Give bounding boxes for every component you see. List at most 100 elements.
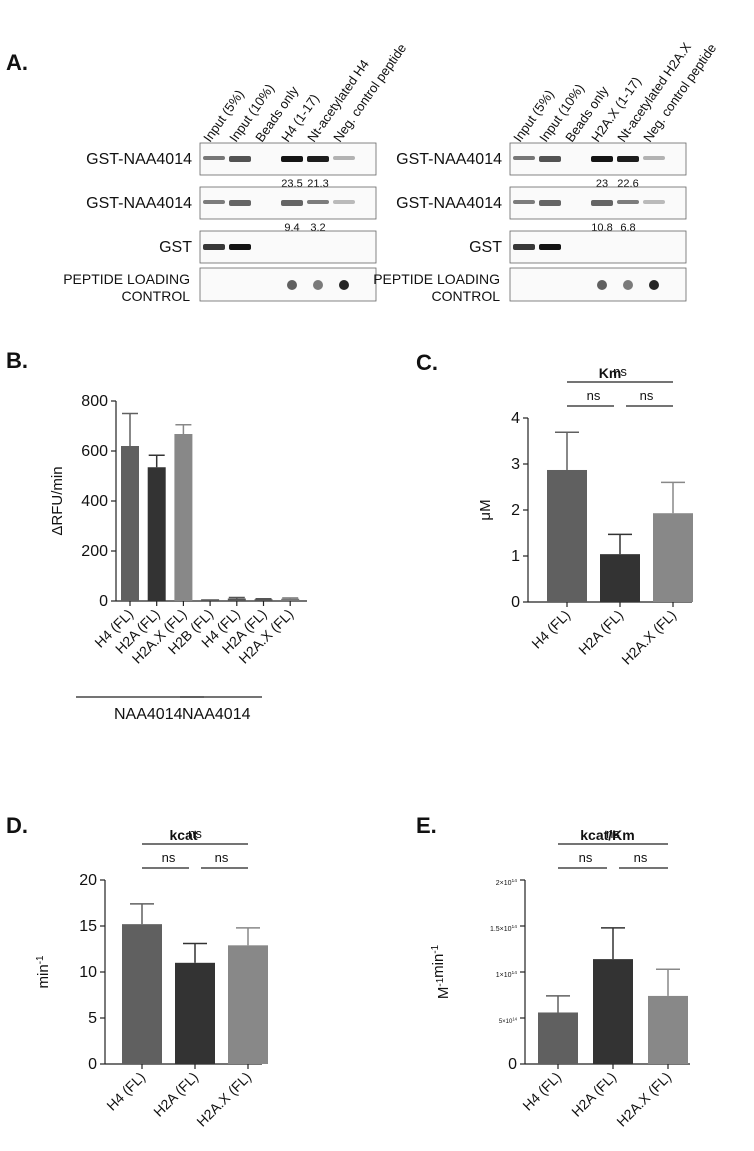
right-band — [591, 156, 613, 162]
panel-label-b: B. — [6, 348, 28, 373]
chart-E-y-tick-label: 014 — [508, 1056, 517, 1073]
left-band — [203, 156, 225, 160]
chart-C-y-tick-label: 114 — [511, 548, 520, 565]
right-band — [513, 200, 535, 204]
right-band — [539, 156, 561, 162]
chart-D-y-label: min-1 — [35, 956, 52, 989]
chart-E-x-tick-label: H4 (FL) — [519, 1069, 564, 1114]
chart-D-bar — [228, 945, 268, 1064]
chart-B-y-tick-label: 80014 — [81, 393, 108, 410]
left-row-label: GST14 — [159, 239, 192, 256]
chart-E-y-tick-label: 5×1014 — [499, 1017, 518, 1025]
chart-B-bar — [227, 598, 246, 601]
right-band — [539, 244, 561, 250]
chart-B-bar — [281, 598, 300, 601]
right-row-label: GST-NAA4014 — [396, 151, 502, 168]
chart-B-bar — [201, 599, 220, 601]
chart-C-bar — [600, 554, 640, 602]
chart-C-y-label: μM — [477, 499, 494, 520]
chart-D-bar — [175, 962, 215, 1064]
chart-C-x-tick-label: H4 (FL) — [528, 607, 573, 652]
chart-D-y-tick-label: 514 — [88, 1010, 97, 1027]
chart-D-sig-label: ns — [188, 826, 202, 841]
left-row-label: GST-NAA4014 — [86, 151, 192, 168]
chart-B-y-tick-label: 60014 — [81, 443, 108, 460]
chart-C-sig-label: ns — [613, 364, 627, 379]
left-row-label: GST-NAA4014 — [86, 195, 192, 212]
left-band — [281, 200, 303, 206]
left-band — [281, 156, 303, 162]
chart-B-bar — [174, 434, 193, 601]
right-band — [513, 156, 535, 160]
chart-E-y-tick-label: 1.5×1014 — [490, 924, 517, 933]
chart-D-bar — [122, 924, 162, 1064]
chart-E-y-label: M-1min-1 — [430, 945, 452, 999]
chart-C-sig-label: ns — [640, 388, 654, 403]
right-blot-box — [509, 230, 687, 264]
chart-B-y-tick-label: 014 — [99, 593, 108, 610]
right-peptide-dot — [623, 280, 633, 290]
panel-label-e: E. — [416, 813, 437, 838]
chart-E-x-tick-label: H2A.X (FL) — [613, 1069, 674, 1130]
chart-E-x-tick-label: H2A (FL) — [568, 1069, 619, 1120]
left-band — [333, 200, 355, 204]
panel-label-c: C. — [416, 350, 438, 375]
left-band — [229, 200, 251, 206]
chart-C-y-tick-label: 014 — [511, 594, 520, 611]
right-row-label: GST14 — [469, 239, 502, 256]
right-peptide-dot — [649, 280, 659, 290]
chart-D-y-tick-label: 1014 — [79, 964, 97, 981]
chart-C-x-tick-label: H2A (FL) — [575, 607, 626, 658]
chart-C-bar — [653, 513, 693, 602]
left-peptide-dot — [313, 280, 323, 290]
chart-D-x-tick-label: H4 (FL) — [103, 1069, 148, 1114]
chart-C-y-tick-label: 214 — [511, 502, 520, 519]
right-peptide-dot — [597, 280, 607, 290]
chart-D-x-tick-label: H2A.X (FL) — [193, 1069, 254, 1130]
chart-D-sig-label: ns — [215, 850, 229, 865]
chart-B-bar — [147, 467, 166, 601]
left-band — [307, 200, 329, 204]
chart-E-sig-label: ns — [634, 850, 648, 865]
chart-C-x-tick-label: H2A.X (FL) — [618, 607, 679, 668]
chart-C-title: Km — [599, 365, 622, 381]
chart-E-sig-label: ns — [579, 850, 593, 865]
right-band — [591, 200, 613, 206]
right-band — [643, 200, 665, 204]
left-band — [229, 244, 251, 250]
chart-D-y-tick-label: 014 — [88, 1056, 97, 1073]
panel-label-a: A. — [6, 50, 28, 75]
left-blot-box — [199, 230, 377, 264]
right-band — [617, 200, 639, 204]
chart-C-bar — [547, 469, 587, 602]
chart-E-y-tick-label: 2×1014 — [496, 878, 518, 887]
left-peptide-dot — [339, 280, 349, 290]
chart-D-y-tick-label: 2014 — [79, 872, 97, 889]
chart-E-sig-label: ns — [606, 826, 620, 841]
panel-label-d: D. — [6, 813, 28, 838]
chart-B-bar — [121, 446, 139, 601]
chart-D-x-tick-label: H2A (FL) — [150, 1069, 201, 1120]
left-band — [333, 156, 355, 160]
right-band — [513, 244, 535, 250]
chart-C-y-tick-label: 314 — [511, 456, 520, 473]
chart-E-bar — [538, 1012, 578, 1064]
chart-D-sig-label: ns — [162, 850, 176, 865]
left-band — [307, 156, 329, 162]
chart-E-y-tick-label: 1×1014 — [496, 970, 518, 979]
right-band — [617, 156, 639, 162]
chart-B-y-tick-label: 40014 — [81, 493, 108, 510]
left-loading-label: PEPTIDE LOADING — [63, 271, 190, 287]
chart-B-bar — [254, 599, 273, 601]
left-peptide-dot — [287, 280, 297, 290]
chart-D-y-tick-label: 1514 — [79, 918, 97, 935]
chart-B-group-label: NAA4014 — [114, 706, 183, 723]
chart-D-title: kcat — [169, 827, 197, 843]
chart-E-title: kcat/Km — [580, 827, 634, 843]
left-loading-label: CONTROL — [122, 288, 191, 304]
right-loading-label: CONTROL — [432, 288, 501, 304]
chart-B-y-tick-label: 20014 — [81, 543, 108, 560]
chart-C-y-tick-label: 414 — [511, 410, 520, 427]
right-band — [643, 156, 665, 160]
